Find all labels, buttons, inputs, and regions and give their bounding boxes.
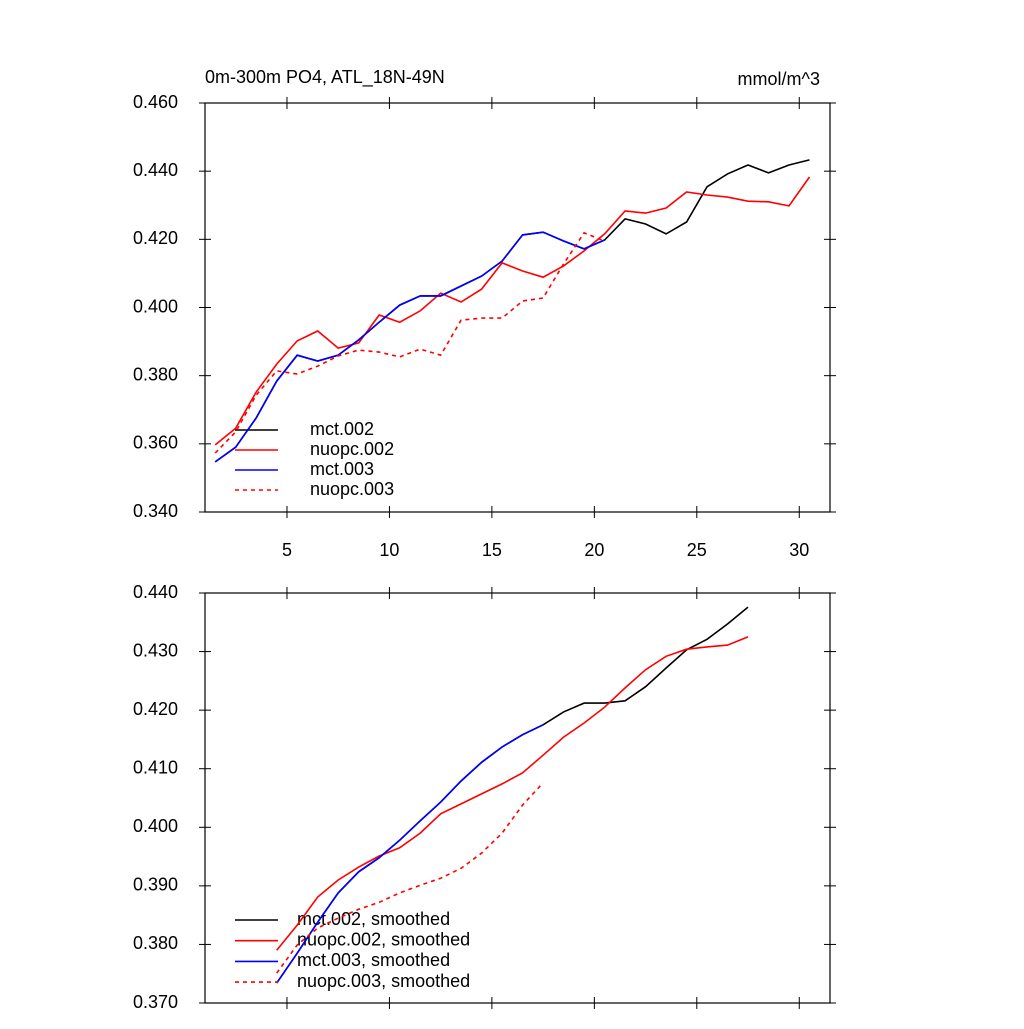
series-line — [276, 724, 544, 984]
y-tick-label: 0.430 — [133, 640, 178, 660]
legend-label: nuopc.003, smoothed — [297, 971, 470, 991]
legend-label: nuopc.002, smoothed — [297, 929, 470, 949]
legend-label: nuopc.002 — [310, 439, 394, 459]
series-line — [214, 231, 605, 454]
y-tick-label: 0.440 — [133, 582, 178, 602]
y-tick-label: 0.390 — [133, 875, 178, 895]
y-tick-label: 0.360 — [133, 433, 178, 453]
legend-label: mct.003 — [310, 459, 374, 479]
x-tick-label: 20 — [584, 540, 604, 560]
y-tick-label: 0.370 — [133, 992, 178, 1012]
legend-label: mct.002 — [310, 419, 374, 439]
x-tick-label: 5 — [282, 540, 292, 560]
series-line — [214, 231, 605, 463]
x-tick-label: 10 — [379, 540, 399, 560]
y-tick-label: 0.380 — [133, 933, 178, 953]
y-tick-label: 0.400 — [133, 816, 178, 836]
legend-label: mct.003, smoothed — [297, 950, 450, 970]
chart-title: 0m-300m PO4, ATL_18N-49N — [205, 67, 445, 88]
y-tick-label: 0.340 — [133, 501, 178, 521]
y-tick-label: 0.380 — [133, 364, 178, 384]
series-line — [214, 159, 810, 463]
y-tick-label: 0.420 — [133, 699, 178, 719]
y-tick-label: 0.460 — [133, 92, 178, 112]
series-line — [276, 636, 749, 951]
plot-frame — [204, 592, 831, 1004]
y-tick-label: 0.410 — [133, 757, 178, 777]
legend-label: nuopc.003 — [310, 479, 394, 499]
y-tick-label: 0.440 — [133, 160, 178, 180]
y-tick-label: 0.400 — [133, 296, 178, 316]
units-label: mmol/m^3 — [738, 69, 820, 89]
x-tick-label: 25 — [687, 540, 707, 560]
plot-frame — [204, 102, 831, 513]
x-tick-label: 30 — [789, 540, 809, 560]
legend-label: mct.002, smoothed — [297, 909, 450, 929]
series-line — [276, 782, 544, 974]
series-line — [214, 176, 811, 446]
x-tick-label: 15 — [482, 540, 502, 560]
y-tick-label: 0.420 — [133, 228, 178, 248]
